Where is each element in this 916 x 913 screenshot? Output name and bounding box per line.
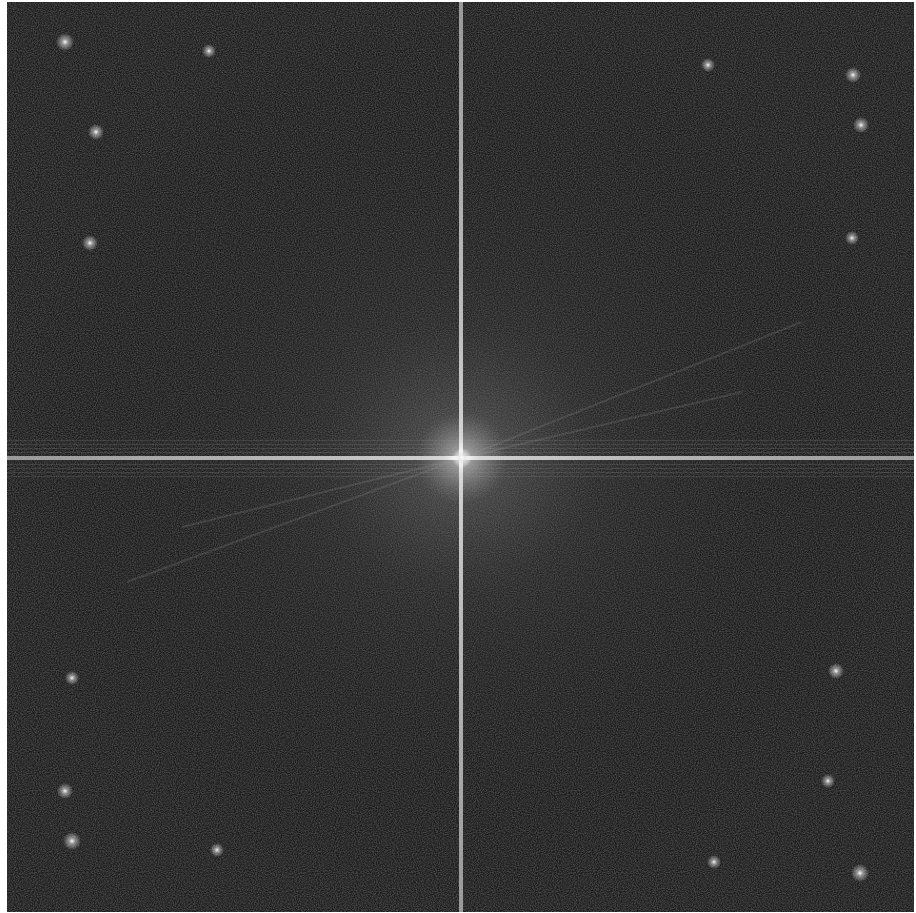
spectrum-peak xyxy=(845,67,861,83)
spectrum-peak xyxy=(88,124,104,140)
spectrum-peak xyxy=(57,783,73,799)
spectrum-peak xyxy=(63,832,81,850)
fft-spectrum-svg xyxy=(7,2,914,912)
spectrum-peak xyxy=(828,663,844,679)
spectrum-peak xyxy=(210,843,224,857)
spectrum-peak xyxy=(853,117,869,133)
spectrum-peak xyxy=(845,231,859,245)
spectrum-peaks xyxy=(56,33,869,882)
spectrum-peak xyxy=(707,855,721,869)
spectrum-peak xyxy=(701,58,715,72)
spectrum-peak xyxy=(202,44,216,58)
spectrum-peak xyxy=(82,235,98,251)
spectrum-peak xyxy=(56,33,74,51)
fft-spectrum-image xyxy=(7,2,914,912)
spectrum-diagonal-streaks xyxy=(126,321,803,583)
spectrum-dc-peak xyxy=(452,448,472,468)
spectrum-peak xyxy=(851,864,869,882)
spectrum-peak xyxy=(65,671,79,685)
spectrum-peak xyxy=(821,774,835,788)
